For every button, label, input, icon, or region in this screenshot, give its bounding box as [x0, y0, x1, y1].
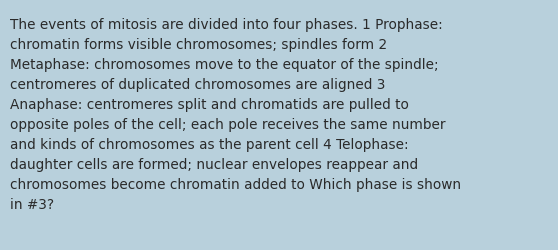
Text: The events of mitosis are divided into four phases. 1 Prophase:
chromatin forms : The events of mitosis are divided into f…	[10, 18, 461, 211]
